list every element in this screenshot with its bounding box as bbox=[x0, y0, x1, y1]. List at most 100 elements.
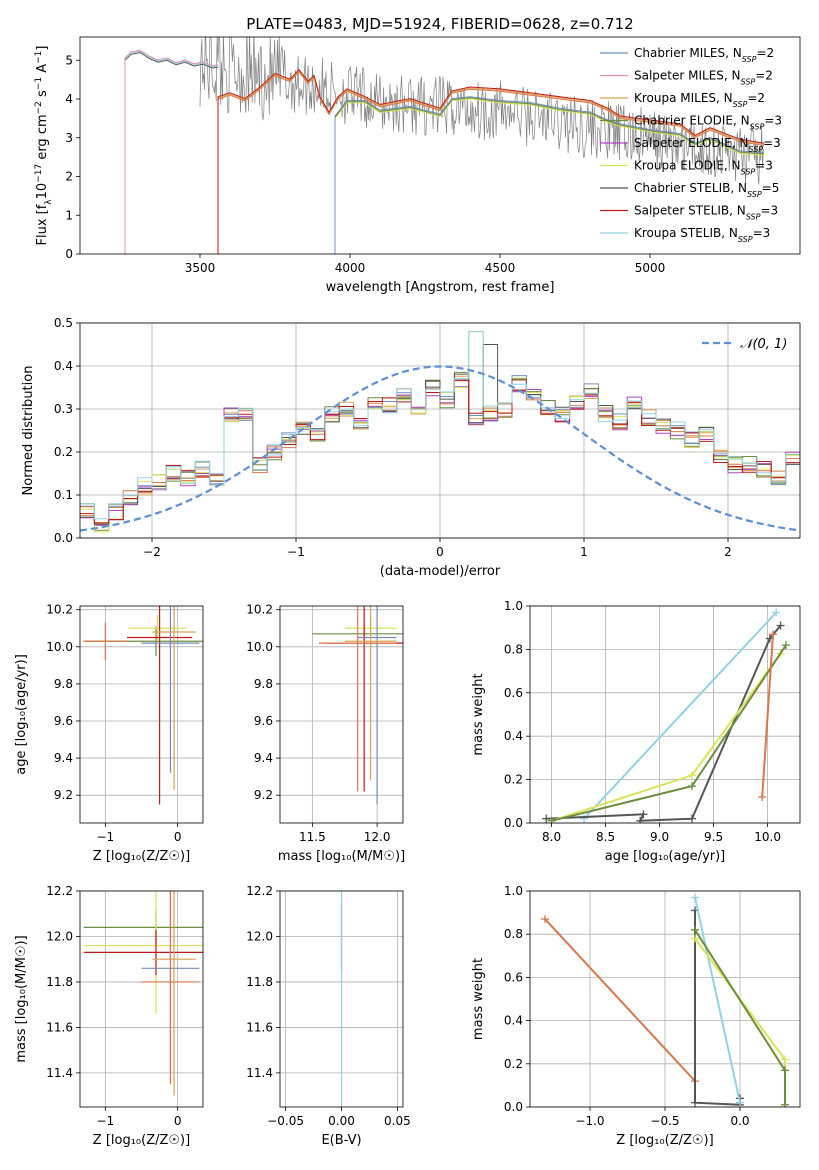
y-tick-label: 0.8 bbox=[504, 642, 523, 656]
legend-entry: Salpeter ELODIE, NSSP=3 bbox=[634, 136, 781, 154]
y-tick-label: 11.4 bbox=[46, 1066, 73, 1080]
x-tick-label: 4500 bbox=[485, 261, 516, 275]
legend-entry: Kroupa ELODIE, NSSP=3 bbox=[634, 159, 773, 177]
y-tick-label: 9.4 bbox=[254, 751, 273, 765]
model-kroupa-stelib bbox=[124, 50, 219, 254]
y-tick-label: 9.2 bbox=[54, 788, 73, 802]
panel-mass-vs-metallicity: −1 0 11.4 11.6 11.8 12.0 12.2 Z [log₁₀(Z/Z☉)] ma… bbox=[14, 884, 204, 1148]
axes-frame bbox=[79, 605, 204, 824]
y-tick-label: 12.0 bbox=[46, 929, 73, 943]
x-tick-label: −0.05 bbox=[267, 1114, 304, 1128]
y-tick-label: 0.6 bbox=[504, 686, 523, 700]
model-chabrier-stelib bbox=[124, 51, 219, 254]
y-tick-label: 9.4 bbox=[54, 751, 73, 765]
weight-line bbox=[551, 653, 782, 822]
legend-entry: 𝒩(0, 1) bbox=[740, 337, 787, 352]
legend: Chabrier MILES, NSSP=2 Salpeter MILES, NS… bbox=[600, 46, 782, 244]
y-tick-label: 9.6 bbox=[54, 714, 73, 728]
panel-residual-distribution: −2 −1 0 1 2 0.0 0.1 0.2 0.3 0.4 0.5 (data-model)/er… bbox=[21, 316, 801, 579]
y-tick-label: 12.0 bbox=[246, 929, 273, 943]
axes-frame bbox=[279, 605, 404, 824]
x-tick-label: 8.5 bbox=[596, 830, 615, 844]
histogram-kroupa-elodie bbox=[80, 331, 800, 533]
y-tick-label: 0.2 bbox=[54, 445, 73, 459]
axes-frame bbox=[79, 36, 801, 255]
y-tick-label: 9.8 bbox=[54, 677, 73, 691]
plot-area bbox=[124, 37, 765, 254]
x-tick-label: 0 bbox=[174, 1114, 182, 1128]
y-tick-label: 0.4 bbox=[54, 359, 73, 373]
observed-spectrum bbox=[199, 37, 764, 185]
y-tick-label: 0.0 bbox=[504, 816, 523, 830]
histogram-chabrier-miles bbox=[80, 375, 800, 525]
model-salpeter-stelib bbox=[217, 68, 765, 254]
y-tick-label: 12.2 bbox=[246, 884, 273, 898]
axes-frame bbox=[79, 890, 204, 1108]
panel-age-vs-mass: 11.5 12.0 9.2 9.4 9.6 9.8 10.0 10.2 mass [log₁₀(… bbox=[246, 603, 405, 864]
x-tick-label: −1 bbox=[96, 1114, 114, 1128]
panels: 3500 4000 4500 5000 0 1 2 3 4 5 wavelength [Angstr… bbox=[14, 36, 801, 1148]
y-tick-label: 12.2 bbox=[46, 884, 73, 898]
y-tick-label: 10.0 bbox=[46, 640, 73, 654]
legend-entry: Chabrier ELODIE, NSSP=3 bbox=[634, 114, 782, 132]
y-tick-label: 2 bbox=[65, 170, 73, 184]
weight-line bbox=[583, 611, 777, 820]
legend-entry: Chabrier MILES, NSSP=2 bbox=[634, 46, 774, 64]
x-tick-label: 0.05 bbox=[384, 1114, 411, 1128]
y-axis-label: Normed distribution bbox=[21, 366, 36, 496]
axes-frame bbox=[279, 890, 404, 1108]
histogram-chabrier-stelib bbox=[80, 344, 800, 525]
y-tick-label: 0.4 bbox=[504, 729, 523, 743]
x-axis-label: Z [log₁₀(Z/Z☉)] bbox=[93, 849, 190, 864]
y-tick-label: 0.0 bbox=[54, 531, 73, 545]
model-kroupa-miles bbox=[217, 69, 765, 254]
y-tick-label: 11.8 bbox=[46, 975, 73, 989]
x-tick-label: 1 bbox=[580, 545, 588, 559]
panel-weight-vs-age: 8.0 8.5 9.0 9.5 10.0 0.0 0.2 0.4 0.6 0.8 1.0 age [l… bbox=[471, 599, 801, 864]
y-tick-label: 0.3 bbox=[54, 402, 73, 416]
y-axis-label: mass weight bbox=[471, 673, 486, 755]
panel-spectrum: 3500 4000 4500 5000 0 1 2 3 4 5 wavelength [Angstr… bbox=[34, 36, 801, 295]
y-tick-label: 5 bbox=[65, 53, 73, 67]
weight-line bbox=[551, 644, 787, 822]
histogram-kroupa-stelib bbox=[80, 331, 800, 520]
y-tick-label: 11.4 bbox=[246, 1066, 273, 1080]
x-axis-label: mass [log₁₀(M/M☉)] bbox=[278, 849, 405, 864]
y-tick-label: 11.8 bbox=[246, 975, 273, 989]
panel-age-vs-metallicity: −1 0 9.2 9.4 9.6 9.8 10.0 10.2 Z [log₁₀(Z/Z☉)] ag… bbox=[14, 603, 204, 864]
weight-line bbox=[761, 634, 774, 798]
model-kroupa-elodie bbox=[334, 98, 765, 254]
y-tick-label: 9.6 bbox=[254, 714, 273, 728]
axes-frame bbox=[79, 322, 801, 539]
plot-area bbox=[83, 891, 203, 1096]
y-tick-label: 9.8 bbox=[254, 677, 273, 691]
y-tick-label: 0.6 bbox=[504, 970, 523, 984]
x-axis-label: Z [log₁₀(Z/Z☉)] bbox=[616, 1133, 713, 1148]
x-tick-label: 10.0 bbox=[754, 830, 781, 844]
model-chabrier-elodie bbox=[334, 97, 765, 254]
x-tick-label: −1 bbox=[96, 830, 114, 844]
model-chabrier-miles bbox=[334, 96, 765, 254]
legend: 𝒩(0, 1) bbox=[702, 337, 787, 352]
y-tick-label: 0 bbox=[65, 247, 73, 261]
y-tick-label: 0.2 bbox=[504, 773, 523, 787]
legend-entry: Chabrier STELIB, NSSP=5 bbox=[634, 181, 779, 199]
y-tick-label: 10.2 bbox=[46, 603, 73, 617]
figure-title: PLATE=0483, MJD=51924, FIBERID=0628, z=0… bbox=[246, 15, 633, 33]
y-tick-label: 0.1 bbox=[54, 488, 73, 502]
x-tick-label: 5000 bbox=[635, 261, 666, 275]
x-tick-label: 9.0 bbox=[650, 830, 669, 844]
plot-area bbox=[312, 606, 403, 805]
y-tick-label: 10.2 bbox=[246, 603, 273, 617]
panel-mass-vs-ebv: −0.05 0.00 0.05 11.4 11.6 11.8 12.0 12.2 E(B-V) bbox=[246, 884, 411, 1148]
x-tick-label: 0 bbox=[174, 830, 182, 844]
plot-area bbox=[83, 606, 203, 805]
x-tick-label: −1 bbox=[287, 545, 305, 559]
y-tick-label: 1.0 bbox=[504, 599, 523, 613]
y-tick-label: 1.0 bbox=[504, 884, 523, 898]
y-tick-label: 10.0 bbox=[246, 640, 273, 654]
x-axis-label: age [log₁₀(age/yr)] bbox=[605, 849, 726, 864]
legend-entry: Salpeter STELIB, NSSP=3 bbox=[634, 204, 778, 222]
y-tick-label: 11.6 bbox=[46, 1020, 73, 1034]
